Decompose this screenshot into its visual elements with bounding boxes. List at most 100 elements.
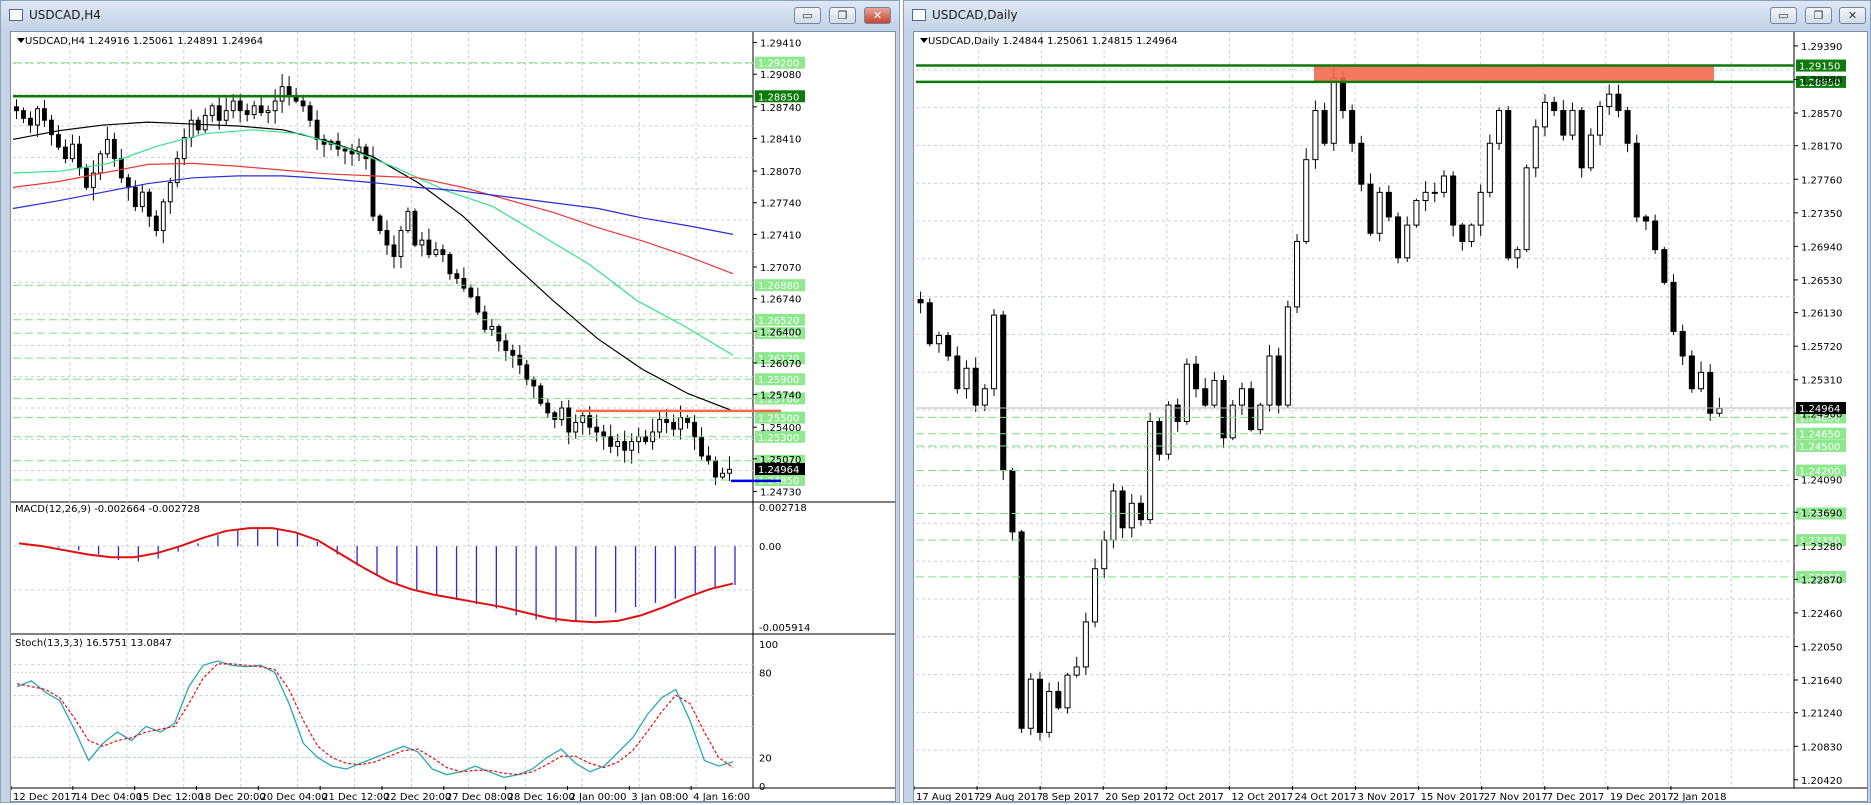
- level-label: 1.25900: [758, 375, 799, 386]
- minimize-button[interactable]: ▭: [1770, 7, 1797, 24]
- level-label-bg: [1796, 534, 1846, 547]
- candle-body: [1679, 330, 1686, 357]
- candle-body: [28, 117, 33, 126]
- time-label: 12 Oct 2017: [1231, 792, 1293, 801]
- candle-body: [1477, 191, 1484, 226]
- restore-button[interactable]: ❐: [1805, 7, 1832, 24]
- candle-body: [1009, 470, 1016, 533]
- h4-chart-svg[interactable]: 1.28850 1.29200 1.26880 1.26520 1.26380 1.261…: [10, 32, 895, 803]
- candle-body: [1385, 191, 1392, 218]
- daily-chart-header: USDCAD,Daily 1.24844 1.25061 1.24815 1.2…: [928, 36, 1178, 47]
- macd-signal-line: [18, 527, 734, 624]
- level-label-bg: [755, 373, 805, 386]
- candles-group: [14, 74, 732, 486]
- candle-body: [139, 191, 145, 208]
- time-label: 2 Jan 2018: [1673, 792, 1727, 801]
- candle-body: [1413, 200, 1420, 226]
- daily-chart-area[interactable]: 1.29150 1.28950 1.24850 1.24650 1.24500 1.242…: [913, 31, 1868, 803]
- candle-body: [622, 441, 628, 451]
- time-label: 22 Dec 20:00: [384, 792, 451, 801]
- price-axis: 1.29390 1.28980 1.28570 1.28170 1.27760 1.273…: [1794, 42, 1842, 787]
- candle-body: [433, 249, 439, 256]
- candle-body: [503, 340, 509, 351]
- level-label: 1.24650: [1799, 430, 1840, 441]
- time-label: 8 Sep 2017: [1042, 792, 1099, 801]
- price-tick-label: 1.26400: [760, 327, 801, 338]
- time-label: 27 Dec 08:00: [446, 792, 513, 801]
- time-label: 12 Dec 2017: [13, 792, 77, 801]
- candle-body: [531, 378, 537, 387]
- close-button[interactable]: ✕: [1839, 7, 1866, 24]
- price-tick-label: 1.26530: [1801, 276, 1842, 287]
- price-tick-label: 1.28570: [1801, 109, 1842, 120]
- price-tick-label: 1.28410: [760, 134, 801, 145]
- candle-body: [1101, 539, 1108, 570]
- candle-body: [125, 177, 131, 188]
- candle-body: [1082, 621, 1089, 668]
- candle-body: [926, 302, 933, 345]
- candle-body: [573, 421, 579, 433]
- close-button[interactable]: ✕: [864, 7, 891, 24]
- candle-body: [1532, 126, 1539, 169]
- level-label-bg: [755, 411, 805, 424]
- grid-group: [13, 634, 753, 788]
- candle-body: [363, 146, 369, 160]
- candle-body: [111, 138, 117, 160]
- daily-window-titlebar[interactable]: USDCAD,Daily ▭ ❐ ✕: [904, 1, 1870, 31]
- level-label: 1.26380: [758, 329, 799, 340]
- candle-body: [1569, 110, 1576, 136]
- candle-body: [230, 100, 236, 112]
- candle-body: [1330, 77, 1337, 144]
- candle-body: [727, 468, 732, 474]
- candle-body: [954, 355, 961, 390]
- candle-body: [972, 367, 979, 406]
- candle-body: [356, 146, 362, 155]
- candle-body: [160, 201, 166, 232]
- minimize-button[interactable]: ▭: [794, 7, 821, 24]
- time-label: 18 Dec 20:00: [199, 792, 266, 801]
- candle-body: [1431, 191, 1438, 194]
- price-tick-label: 1.27740: [760, 199, 801, 210]
- candle-body: [76, 143, 82, 169]
- level-label: 1.23350: [1799, 536, 1840, 547]
- h4-window-title: USDCAD,H4: [29, 8, 101, 22]
- candle-body: [945, 335, 952, 357]
- candle-body: [1468, 224, 1475, 242]
- h4-chart-window: USDCAD,H4 ▭ ❐ ✕ 1.28850 1.29200 1.26880 1.2…: [0, 0, 900, 803]
- price-tick-label: 1.25740: [760, 391, 801, 402]
- candle-body: [601, 431, 607, 438]
- price-tick-label: 1.29410: [760, 39, 801, 50]
- time-label: 24 Oct 2017: [1294, 792, 1356, 801]
- candle-body: [713, 460, 718, 478]
- level-label-bg: [1796, 59, 1846, 72]
- candle-body: [1165, 404, 1172, 455]
- candles-group: [917, 67, 1723, 741]
- price-tick-label: 1.28070: [760, 167, 801, 178]
- level-label-bg: [1796, 427, 1846, 440]
- candle-body: [1229, 404, 1236, 439]
- level-label-bg: [1796, 440, 1846, 452]
- daily-window-title: USDCAD,Daily: [932, 8, 1018, 22]
- candle-body: [1202, 388, 1209, 406]
- candle-body: [1055, 690, 1062, 709]
- h4-chart-area[interactable]: 1.28850 1.29200 1.26880 1.26520 1.26380 1.261…: [10, 31, 896, 803]
- candle-body: [1266, 355, 1273, 406]
- candle-body: [1450, 175, 1457, 226]
- candle-body: [917, 299, 924, 304]
- level-label-bg: [1796, 411, 1846, 424]
- candle-body: [1376, 191, 1383, 234]
- candle-body: [272, 100, 278, 112]
- candle-body: [1615, 93, 1622, 112]
- restore-button[interactable]: ❐: [829, 7, 856, 24]
- moving-average-line: [12, 162, 734, 275]
- h4-window-titlebar[interactable]: USDCAD,H4 ▭ ❐ ✕: [1, 1, 899, 31]
- chart-header-arrow-icon: [17, 38, 25, 43]
- candle-body: [42, 108, 47, 121]
- daily-chart-window: USDCAD,Daily ▭ ❐ ✕ 1.29150 1.28950 1.24850…: [903, 0, 1871, 803]
- candle-body: [63, 146, 68, 160]
- time-label: 28 Dec 16:00: [508, 792, 575, 801]
- level-label: 1.23675: [1799, 510, 1840, 521]
- level-label-bg: [755, 279, 805, 292]
- candle-body: [643, 436, 649, 443]
